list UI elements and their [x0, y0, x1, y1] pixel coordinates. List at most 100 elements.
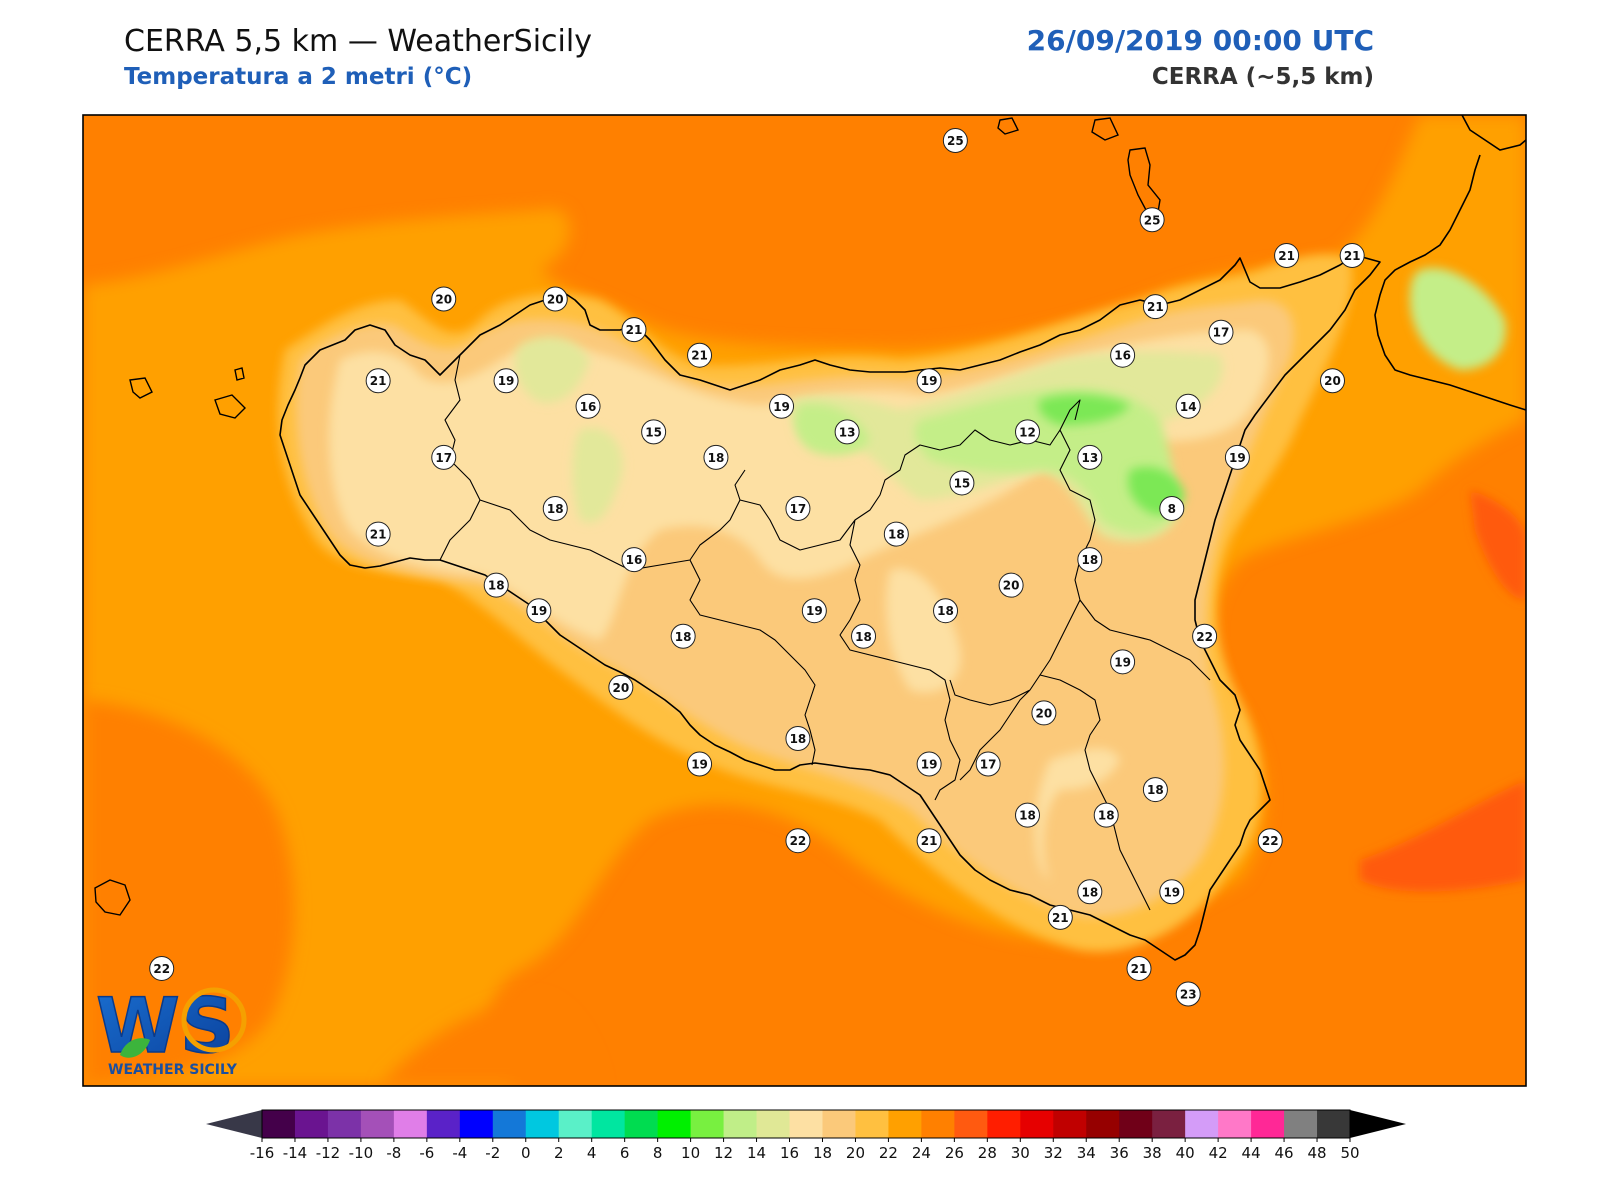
station-value: 21: [1052, 911, 1069, 925]
colorbar-cell: [954, 1110, 988, 1138]
colorbar-tick-label: 36: [1110, 1144, 1129, 1162]
station-value: 19: [531, 604, 548, 618]
station-value: 20: [1036, 706, 1053, 720]
station-marker: [1175, 393, 1201, 419]
colorbar-tick-label: -4: [452, 1144, 467, 1162]
station-value: 23: [1180, 988, 1197, 1002]
logo-name: WEATHER SICILY: [108, 1062, 238, 1078]
station-value: 15: [645, 425, 662, 439]
station-value: 16: [1114, 349, 1131, 363]
station-marker: [1015, 419, 1041, 445]
station-marker: [1159, 496, 1185, 522]
colorbar-tick-label: -12: [316, 1144, 341, 1162]
colorbar-tick-label: 46: [1275, 1144, 1294, 1162]
colorbar-cell: [558, 1110, 593, 1138]
egadi-islands: [129, 367, 246, 419]
colorbar-cell: [262, 1110, 296, 1138]
colorbar-tick-label: 12: [714, 1144, 733, 1162]
colorbar-tick-label: 48: [1307, 1144, 1326, 1162]
station-marker: [769, 393, 795, 419]
station-value: 21: [1147, 300, 1164, 314]
colorbar-tick-label: 28: [978, 1144, 997, 1162]
colorbar-tick-label: 32: [1044, 1144, 1063, 1162]
station-marker: [483, 572, 509, 598]
colorbar-cells: [262, 1110, 1351, 1138]
station-value: 21: [1344, 249, 1361, 263]
station-marker: [942, 128, 968, 154]
colorbar-cell: [855, 1110, 889, 1138]
colorbar-tick-label: -10: [349, 1144, 374, 1162]
colorbar-cell: [1317, 1110, 1351, 1138]
colorbar-tick-label: -6: [419, 1144, 434, 1162]
colorbar-tick-label: 30: [1011, 1144, 1030, 1162]
station-value: 17: [790, 502, 807, 516]
colorbar-tick-label: -2: [485, 1144, 500, 1162]
station-marker: [1257, 828, 1283, 854]
colorbar-tick-label: 6: [620, 1144, 630, 1162]
colorbar-cell: [1251, 1110, 1285, 1138]
station-value: 20: [435, 292, 452, 306]
pantelleria-island: [94, 879, 131, 916]
colorbar-cell: [822, 1110, 856, 1138]
station-marker: [1126, 955, 1152, 981]
station-marker: [149, 955, 175, 981]
station-marker: [1320, 368, 1346, 394]
station-value: 16: [626, 553, 643, 567]
map-field: 25 25 20 20 21 21 21 19 16 15 19 13 19 12 13 16 14 21 17 21…: [83, 115, 1526, 1086]
station-marker: [1159, 879, 1185, 905]
station-marker: [785, 496, 811, 522]
station-value: 12: [1019, 425, 1036, 439]
colorbar-cell: [888, 1110, 922, 1138]
colorbar-under-arrow: [206, 1110, 262, 1138]
colorbar-cell: [624, 1110, 659, 1138]
station-value: 18: [1098, 809, 1115, 823]
station-value: 20: [547, 292, 564, 306]
station-marker: [1139, 207, 1165, 233]
station-markers: 25 25 20 20 21 21 21 19 16 15 19 13 19 12 13 16 14 21 17 21…: [149, 128, 1365, 1007]
map-subtitle: Temperatura a 2 metri (°C): [124, 64, 473, 90]
station-value: 18: [708, 451, 725, 465]
colorbar-tick-label: 38: [1143, 1144, 1162, 1162]
station-value: 19: [773, 400, 790, 414]
station-marker: [365, 521, 391, 547]
station-value: 17: [1213, 326, 1230, 340]
colorbar-cell: [1152, 1110, 1186, 1138]
station-value: 19: [498, 374, 515, 388]
station-value: 21: [691, 349, 708, 363]
colorbar-tick-label: 24: [912, 1144, 931, 1162]
station-marker: [431, 286, 457, 312]
colorbar-over-arrow: [1350, 1110, 1406, 1138]
station-marker: [1274, 243, 1300, 269]
station-marker: [703, 444, 729, 470]
station-marker: [998, 572, 1024, 598]
colorbar-cell: [1020, 1110, 1054, 1138]
colorbar: -16 -14 -12 -10 -8 -6 -4 -2 0 2 4 6 8 10 12 14 16 18 20 22 2…: [206, 1109, 1406, 1162]
logo-sun-icon: [181, 987, 247, 1053]
station-marker: [621, 317, 647, 343]
land-field-10: [1038, 394, 1185, 515]
station-value: 25: [1144, 213, 1161, 227]
station-marker: [365, 368, 391, 394]
station-marker: [801, 598, 827, 624]
station-marker: [1224, 444, 1250, 470]
station-value: 19: [921, 374, 938, 388]
map-frame: [82, 114, 1527, 1087]
station-value: 14: [1180, 400, 1197, 414]
station-value: 18: [888, 528, 905, 542]
station-value: 18: [937, 604, 954, 618]
station-value: 21: [626, 323, 643, 337]
station-value: 22: [790, 834, 807, 848]
colorbar-cell: [690, 1110, 725, 1138]
station-marker: [542, 496, 568, 522]
colorbar-cell: [591, 1110, 626, 1138]
station-value: 15: [954, 476, 971, 490]
colorbar-tick-label: 20: [846, 1144, 865, 1162]
land-field-12: [794, 268, 1506, 534]
station-value: 18: [855, 630, 872, 644]
station-marker: [933, 598, 959, 624]
station-marker: [1175, 981, 1201, 1007]
datetime-label: 26/09/2019 00:00 UTC: [1026, 24, 1374, 57]
colorbar-tick-label: -8: [386, 1144, 401, 1162]
colorbar-tick-label: 0: [521, 1144, 531, 1162]
